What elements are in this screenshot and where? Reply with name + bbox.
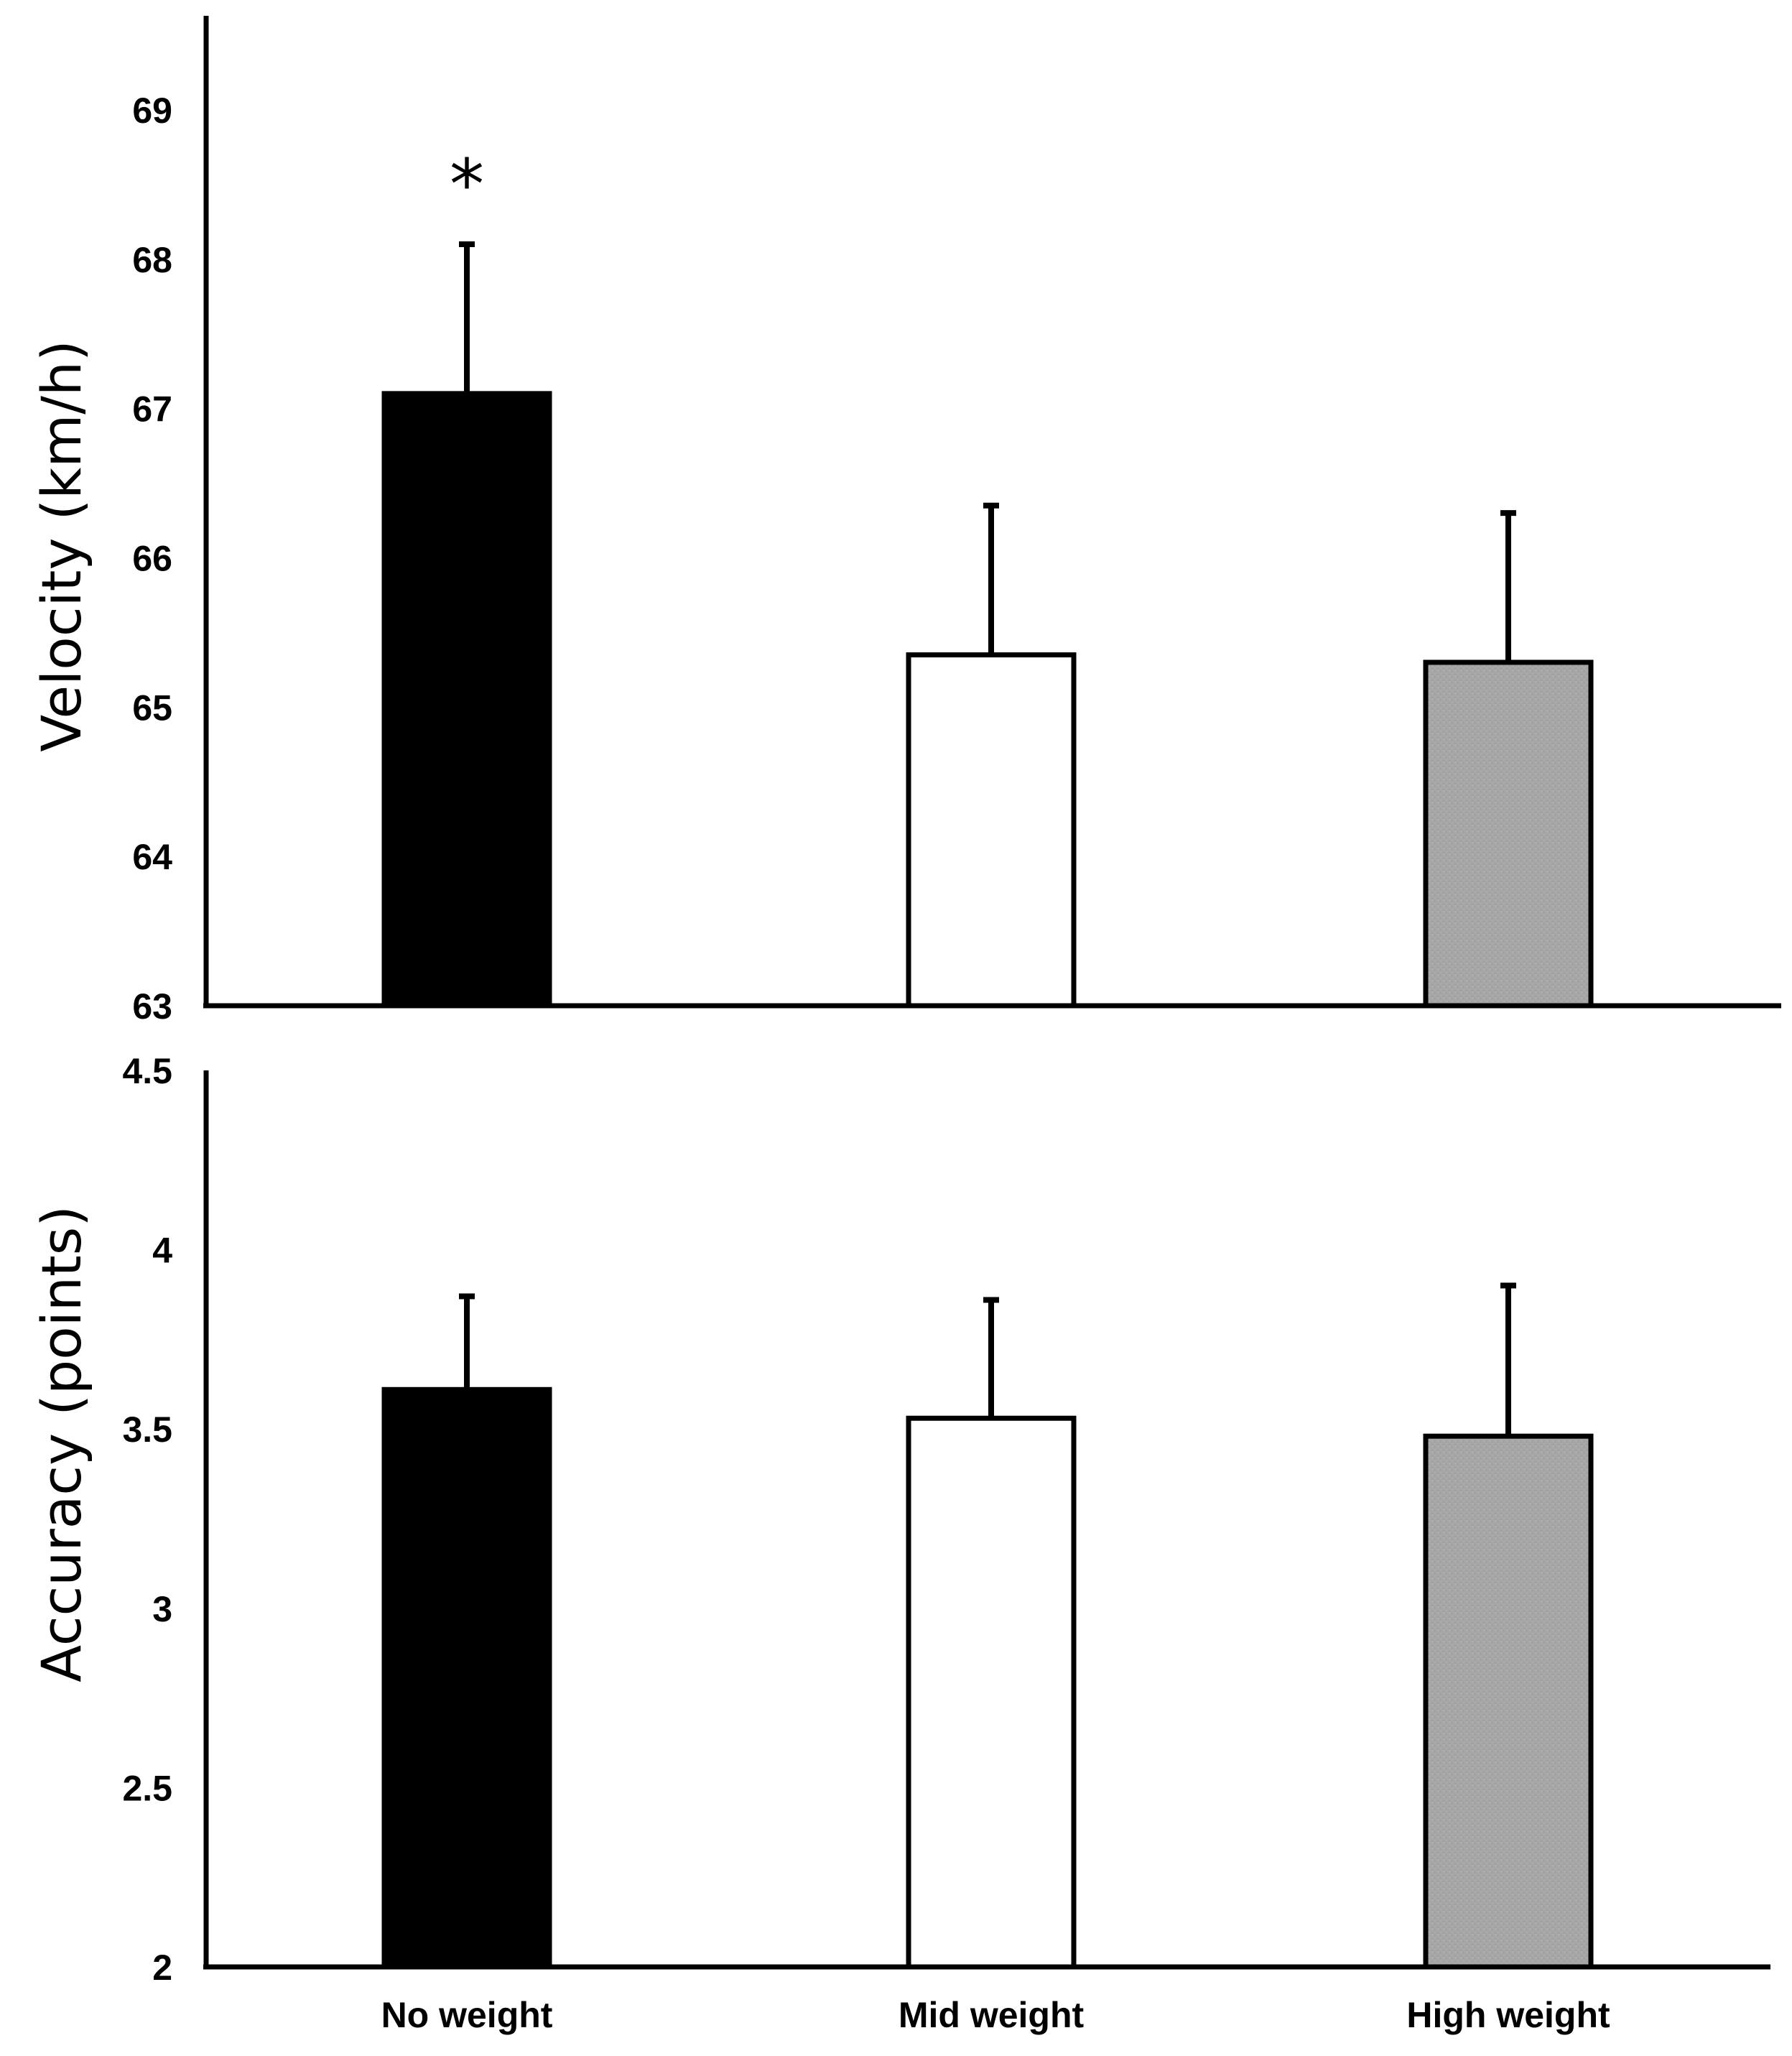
velocity-y-tick-labels: 63 64 65 66 67 68 69 (132, 91, 172, 1027)
velocity-annotations: * (450, 144, 484, 225)
accuracy-bars (381, 1386, 1594, 1970)
velocity-bars (381, 391, 1594, 1009)
accuracy-bar-no-weight (381, 1386, 552, 1970)
accuracy-y-tick-label: 4.5 (122, 1051, 172, 1091)
accuracy-y-tick-labels: 2 2.5 3 3.5 4 4.5 (122, 1051, 172, 1988)
accuracy-bar-mid-weight (906, 1415, 1077, 1970)
accuracy-y-tick-label: 4 (152, 1231, 172, 1271)
accuracy-error-bars (459, 1282, 1516, 1437)
velocity-bar-high-weight (1423, 659, 1594, 1009)
accuracy-chart: Accuracy (points) 2 2.5 3 3.5 4 4.5 (29, 1051, 1770, 1988)
velocity-y-tick-label: 65 (132, 687, 172, 728)
velocity-y-tick-label: 66 (132, 539, 172, 579)
velocity-bar-mid-weight (906, 652, 1077, 1009)
velocity-y-tick-label: 63 (132, 986, 172, 1027)
x-category-label-no-weight: No weight (381, 1995, 553, 2035)
accuracy-bar-high-weight (1423, 1433, 1594, 1970)
x-category-label-high-weight: High weight (1406, 1995, 1610, 2035)
accuracy-y-tick-label: 2 (152, 1948, 172, 1988)
velocity-y-axis-title: Velocity (km/h) (29, 340, 93, 751)
accuracy-y-axis-title: Accuracy (points) (29, 1205, 93, 1682)
velocity-chart: Velocity (km/h) 63 64 65 66 67 68 69 * (29, 16, 1781, 1027)
accuracy-y-tick-label: 3.5 (122, 1409, 172, 1450)
velocity-y-tick-label: 69 (132, 91, 172, 131)
velocity-bar-no-weight (381, 391, 552, 1009)
velocity-error-bars (459, 241, 1516, 662)
accuracy-y-tick-label: 3 (152, 1589, 172, 1629)
velocity-y-tick-label: 67 (132, 389, 172, 430)
velocity-y-tick-label: 64 (132, 837, 172, 877)
velocity-y-tick-label: 68 (132, 240, 172, 280)
x-category-label-mid-weight: Mid weight (899, 1995, 1085, 2035)
velocity-significance-marker: * (450, 144, 484, 225)
accuracy-y-tick-label: 2.5 (122, 1768, 172, 1808)
x-category-labels: No weight Mid weight High weight (381, 1995, 1610, 2035)
